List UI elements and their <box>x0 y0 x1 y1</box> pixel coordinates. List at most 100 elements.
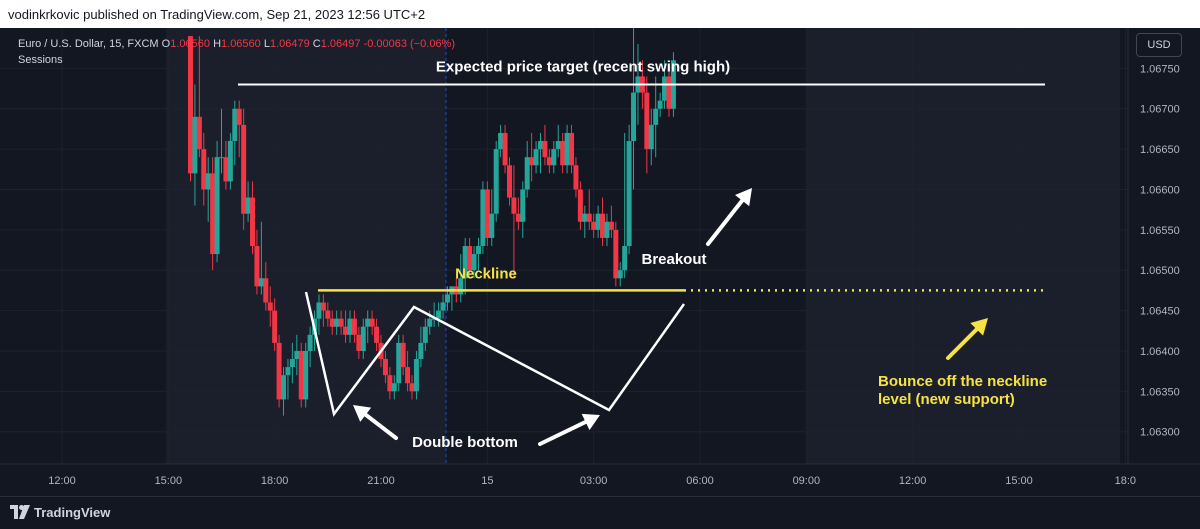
candle-body <box>360 326 366 351</box>
price-tick-label: 1.06350 <box>1140 386 1180 398</box>
candle-body <box>391 383 397 392</box>
tradingview-logo-icon[interactable] <box>10 505 30 519</box>
candle-body <box>546 157 552 166</box>
price-tick-label: 1.06450 <box>1140 306 1180 318</box>
candle-body <box>648 124 654 150</box>
candle-body <box>653 108 659 125</box>
footer: TradingView <box>0 496 1200 529</box>
low-value: 1.06479 <box>269 38 310 50</box>
high-value: 1.06560 <box>221 38 261 50</box>
candle-body <box>374 326 380 343</box>
time-tick-label: 15:00 <box>155 475 183 487</box>
time-tick-label: 21:00 <box>367 475 395 487</box>
candle-body <box>493 149 499 214</box>
candle-body <box>600 213 606 238</box>
candle-body <box>569 132 575 166</box>
time-tick-label: 18:0 <box>1115 475 1136 487</box>
candle-body <box>462 246 468 279</box>
candle-body <box>520 189 526 222</box>
candle-body <box>258 278 264 287</box>
candle-body <box>480 189 486 246</box>
price-tick-label: 1.06750 <box>1140 63 1180 75</box>
price-chart[interactable]: Expected price target (recent swing high… <box>0 28 1200 496</box>
price-tick-label: 1.06300 <box>1140 427 1180 439</box>
candle-body <box>413 359 419 392</box>
candle-body <box>387 375 393 392</box>
arrow-breakout-shaft <box>706 198 745 246</box>
price-tick-label: 1.06400 <box>1140 346 1180 358</box>
arrow-bounce-head <box>970 318 988 336</box>
arrow-double-bottom-right-head <box>581 413 600 431</box>
candle-body <box>524 157 530 190</box>
candle-body <box>458 278 464 295</box>
brand-name[interactable]: TradingView <box>34 505 111 520</box>
sessions-indicator[interactable]: Sessions <box>18 54 63 66</box>
candle-body <box>396 342 402 384</box>
candle-body <box>591 221 597 230</box>
candles <box>187 28 676 416</box>
candle-body <box>254 246 260 287</box>
candle-body <box>436 310 442 319</box>
candle-body <box>192 116 198 174</box>
arrow-double-bottom-left-head <box>353 405 372 422</box>
time-tick-label: 12:00 <box>899 475 927 487</box>
candle-body <box>307 334 313 351</box>
candle-body <box>489 213 495 238</box>
bounce-label-line: Bounce off the neckline <box>878 373 1047 390</box>
change-value: -0.00063 (−0.06%) <box>363 38 455 50</box>
candle-body <box>201 149 207 190</box>
candle-body <box>400 342 406 368</box>
price-tick-label: 1.06500 <box>1140 265 1180 277</box>
candle-body <box>511 197 517 214</box>
candle-body <box>205 173 211 190</box>
candle-body <box>586 213 592 222</box>
candle-body <box>343 326 349 335</box>
candle-body <box>210 173 216 255</box>
candle-body <box>347 318 353 335</box>
candle-body <box>515 213 521 222</box>
candle-body <box>471 254 477 271</box>
arrow-double-bottom-right-shaft <box>538 419 588 446</box>
double-bottom-label: Double bottom <box>412 434 518 451</box>
time-tick-label: 03:00 <box>580 475 608 487</box>
candle-body <box>604 221 610 238</box>
candle-body <box>560 141 566 166</box>
price-axis[interactable]: 1.06750 1.06700 1.06650 1.06600 1.06550 1.065… <box>1127 28 1180 464</box>
price-tick-label: 1.06600 <box>1140 184 1180 196</box>
candle-body <box>564 132 570 166</box>
close-label: C <box>312 38 321 50</box>
candle-body <box>542 141 548 158</box>
currency-button[interactable]: USD <box>1136 33 1182 57</box>
candle-body <box>467 246 473 271</box>
double-bottom-pattern <box>304 291 686 417</box>
time-tick-label: 15:00 <box>1005 475 1033 487</box>
arrow-bounce-shaft <box>946 327 979 360</box>
time-tick-label: 09:00 <box>793 475 821 487</box>
price-tick-label: 1.06650 <box>1140 144 1180 156</box>
candle-body <box>316 302 322 319</box>
candle-body <box>582 213 588 222</box>
candle-body <box>214 157 220 255</box>
symbol-legend: Euro / U.S. Dollar, 15, FXCM O1.06560 H1… <box>18 38 455 50</box>
candle-body <box>267 302 273 311</box>
publish-info: vodinkrkovic published on TradingView.co… <box>8 7 426 22</box>
candle-body <box>631 92 637 142</box>
time-tick-label: 12:00 <box>48 475 76 487</box>
price-tick-label: 1.06550 <box>1140 225 1180 237</box>
candle-body <box>298 350 304 400</box>
candle-body <box>418 342 424 360</box>
candle-body <box>382 359 388 376</box>
time-tick-label: 15 <box>481 475 493 487</box>
candle-body <box>303 350 309 400</box>
candle-body <box>351 318 357 335</box>
symbol-name: Euro / U.S. Dollar, 15, FXCM <box>18 38 159 50</box>
time-axis[interactable]: 12:00 15:00 18:00 21:00 15 03:00 06:00 09:00 12:… <box>0 463 1200 487</box>
candle-body <box>573 165 579 190</box>
candle-body <box>223 157 229 182</box>
candle-body <box>484 189 490 238</box>
candle-body <box>276 342 282 400</box>
candle-body <box>263 278 269 303</box>
candle-body <box>187 36 193 174</box>
candle-body <box>444 294 450 303</box>
drawings: Expected price target (recent swing high… <box>238 59 1047 451</box>
